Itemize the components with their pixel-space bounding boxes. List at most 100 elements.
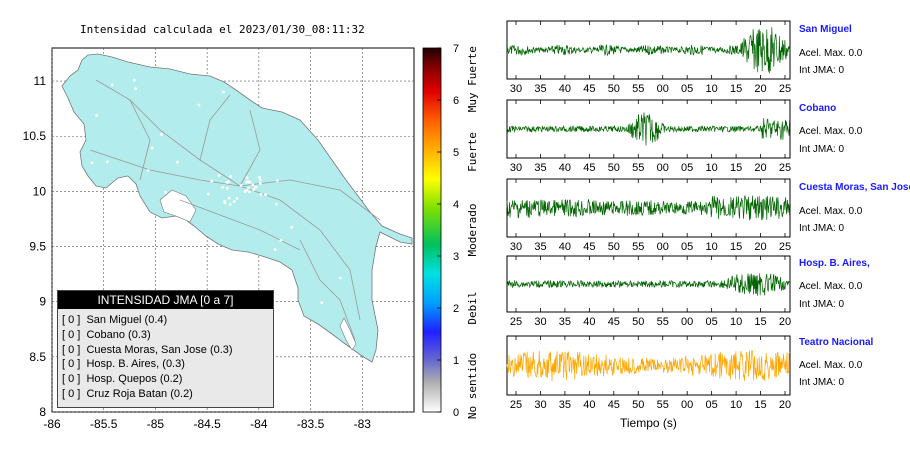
map-y-tick-label: 8: [39, 405, 46, 419]
map-point: [346, 153, 350, 157]
waveform-tick-label: 45: [583, 83, 595, 95]
legend-item: [ 0 ] Hosp. B. Aires, (0.3): [58, 357, 273, 372]
station-acel: Acel. Max. 0.0: [799, 281, 863, 292]
waveform-tick-label: 35: [534, 241, 546, 253]
colorbar-label: Debil: [466, 291, 479, 324]
map-point: [279, 239, 283, 242]
map-point: [238, 84, 242, 87]
road: [95, 79, 241, 187]
station-int: Int JMA: 0: [799, 299, 845, 310]
map-x-tick-label: -84: [250, 417, 268, 431]
waveform-tick-label: 10: [706, 241, 718, 253]
waveform-tick-label: 30: [510, 83, 522, 95]
waveform-tick-label: 55: [632, 241, 644, 253]
map-point: [251, 183, 255, 187]
legend-item: [ 0 ] San Miguel (0.4): [58, 313, 273, 328]
waveform-tick-label: 55: [632, 83, 644, 95]
waveform-tick-label: 55: [657, 316, 669, 328]
map-point: [233, 269, 237, 273]
map-point: [223, 201, 227, 205]
map-point: [302, 110, 305, 113]
station-name: San Miguel: [799, 24, 852, 35]
map-point: [232, 200, 236, 203]
map-title: Intensidad calculada el 2023/01/30_08:11…: [80, 23, 365, 36]
waveform-tick-label: 40: [559, 162, 571, 174]
map-point: [243, 190, 247, 193]
waveform-tick-label: 35: [534, 83, 546, 95]
colorbar-label: Moderado: [466, 204, 479, 257]
colorbar-labels: No sentido Debil Moderado Fuerte Muy Fuerte: [466, 46, 479, 419]
legend-station: Hosp. B. Aires, (0.3): [86, 358, 185, 371]
map-x-tick-label: -86: [43, 417, 61, 431]
waveform-tick-label: 25: [510, 316, 522, 328]
waveform-tick-label: 05: [681, 83, 693, 95]
colorbar-tick-label: 0: [453, 407, 459, 419]
road: [239, 109, 261, 187]
legend-station: San Miguel (0.4): [86, 314, 168, 326]
waveform-tick-label: 20: [779, 399, 791, 411]
waveform-tick-label: 50: [608, 162, 620, 174]
legend-level: [ 0 ]: [62, 373, 81, 386]
map-point: [248, 190, 251, 194]
map-point: [228, 203, 232, 206]
station-int: Int JMA: 0: [799, 223, 845, 234]
waveform-tick-label: 05: [681, 241, 693, 253]
map-y-tick-label: 11: [34, 74, 47, 88]
map-point: [161, 254, 165, 258]
map-x-tick-label: -84.5: [193, 417, 221, 431]
waveform-tick-label: 35: [534, 162, 546, 174]
colorbar-tick-label: 4: [453, 199, 459, 211]
golfo-dulce: [339, 317, 357, 351]
station-name: Cobano: [799, 103, 837, 114]
map-x-tick-label: -85.5: [90, 417, 118, 431]
station-name: Hosp. B. Aires,: [799, 258, 870, 269]
map-y-tick-label: 10: [33, 184, 47, 198]
colorbar-tick-label: 6: [453, 95, 459, 107]
map-point: [105, 160, 109, 164]
waveform-tick-label: 10: [730, 399, 742, 411]
map-point: [146, 169, 150, 172]
waveform-tick-label: 05: [706, 316, 718, 328]
intensity-legend: INTENSIDAD JMA [0 a 7] [ 0 ] San Miguel …: [57, 290, 274, 408]
legend-station: Cuesta Moras, San Jose (0.3): [86, 343, 233, 356]
map-point: [221, 90, 225, 94]
colorbar-gradient: [422, 47, 442, 413]
waveform-tick-label: 30: [510, 162, 522, 174]
map-point: [274, 202, 278, 206]
map-point: [259, 193, 263, 196]
road: [129, 99, 151, 181]
waveform-tick-label: 40: [583, 399, 595, 411]
map-point: [266, 278, 270, 282]
map-x-axis: -86 -85.5 -85 -84.5 -84 -83.5 -83: [43, 417, 371, 431]
time-axis-label: Tiempo (s): [620, 416, 677, 430]
waveform-tick-label: 15: [754, 399, 766, 411]
colorbar-tick-label: 1: [453, 355, 459, 367]
map-point: [197, 103, 201, 107]
colorbar: [422, 47, 442, 413]
map-y-tick-label: 10.5: [23, 129, 47, 143]
map-y-tick-label: 8.5: [29, 350, 46, 364]
map-point: [290, 225, 294, 229]
legend-level: [ 0 ]: [62, 343, 81, 356]
waveform-tick-label: 40: [559, 241, 571, 253]
colorbar-label: No sentido: [466, 353, 479, 419]
waveform-tick-label: 20: [754, 83, 766, 95]
map-point: [206, 192, 210, 196]
waveform-tick-label: 40: [583, 316, 595, 328]
waveform-tick-label: 50: [608, 241, 620, 253]
map-point: [225, 186, 229, 190]
map-point: [210, 179, 214, 183]
map-point: [217, 173, 221, 177]
legend-item: [ 0 ] Cuesta Moras, San Jose (0.3): [58, 343, 273, 358]
waveform-tick-label: 20: [779, 316, 791, 328]
station-int: Int JMA: 0: [799, 377, 845, 388]
waveform-tick-label: 40: [559, 83, 571, 95]
colorbar-tick-label: 7: [453, 43, 459, 55]
legend-level: [ 0 ]: [62, 358, 81, 371]
waveform-tick-label: 50: [608, 83, 620, 95]
map-point: [330, 139, 334, 143]
legend-level: [ 0 ]: [62, 328, 81, 341]
map-x-tick-label: -83: [354, 417, 372, 431]
station-acel: Acel. Max. 0.0: [799, 48, 863, 59]
waveform-tick-label: 45: [608, 316, 620, 328]
